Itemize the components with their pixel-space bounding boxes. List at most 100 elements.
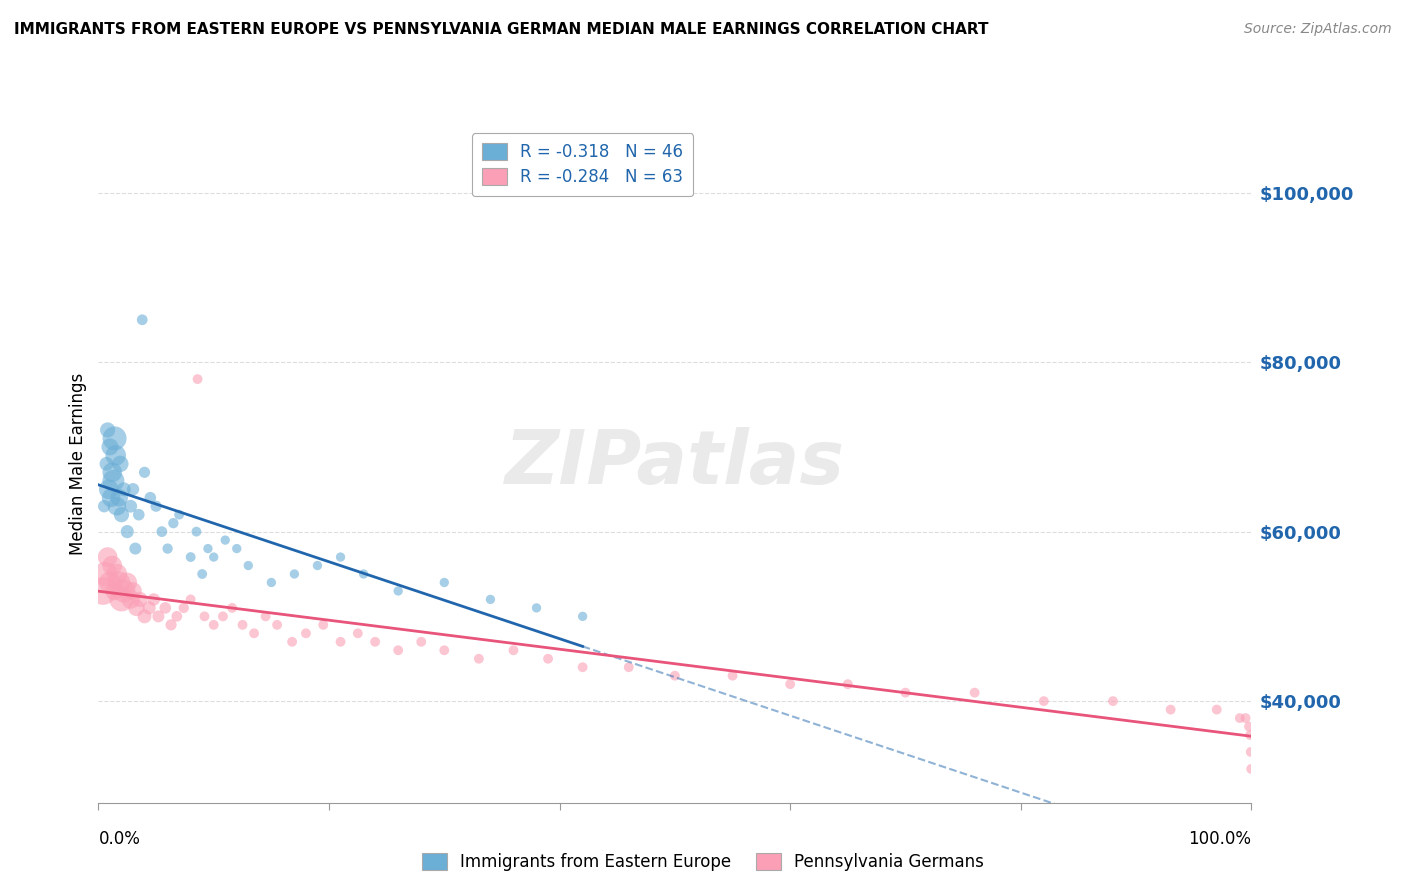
Point (128, 508, 150, 522)
Point (112, 583, 135, 598)
Point (283, 567, 305, 582)
Point (105, 500, 128, 514)
Point (138, 601, 160, 615)
Point (142, 592, 165, 607)
Point (93, 500, 115, 514)
Point (112, 482, 135, 496)
Point (295, 626, 318, 640)
Point (346, 626, 368, 640)
Point (101, 558, 124, 573)
Point (167, 508, 190, 522)
Point (110, 457, 132, 471)
Point (1032, 694, 1054, 708)
Point (721, 669, 744, 683)
Point (1102, 694, 1125, 708)
Point (202, 549, 225, 565)
Point (254, 609, 277, 624)
Point (155, 601, 177, 615)
Point (1237, 719, 1260, 733)
Text: Source: ZipAtlas.com: Source: ZipAtlas.com (1244, 22, 1392, 37)
Point (571, 660, 593, 674)
Legend: Immigrants from Eastern Europe, Pennsylvania Germans: Immigrants from Eastern Europe, Pennsylv… (413, 845, 993, 880)
Point (94, 567, 117, 582)
Point (139, 491, 162, 505)
Point (156, 541, 179, 556)
Text: ZIPatlas: ZIPatlas (505, 427, 845, 500)
Point (162, 516, 184, 530)
Legend: R = -0.318   N = 46, R = -0.284   N = 63: R = -0.318 N = 46, R = -0.284 N = 63 (472, 133, 693, 196)
Point (364, 635, 387, 649)
Point (260, 575, 283, 590)
Point (180, 549, 202, 565)
Point (526, 601, 548, 615)
Point (779, 677, 801, 691)
Point (1234, 711, 1257, 725)
Point (329, 635, 352, 649)
Point (104, 449, 127, 463)
Point (197, 541, 219, 556)
Point (129, 592, 152, 607)
Point (225, 541, 247, 556)
Point (103, 474, 125, 488)
Text: 0.0%: 0.0% (98, 830, 141, 848)
Point (1240, 745, 1263, 759)
Y-axis label: Median Male Earnings: Median Male Earnings (69, 373, 87, 555)
Point (117, 575, 139, 590)
Point (537, 651, 560, 665)
Point (125, 601, 148, 615)
Point (98, 575, 121, 590)
Point (502, 643, 524, 657)
Point (231, 617, 254, 632)
Point (281, 635, 304, 649)
Point (617, 660, 640, 674)
Point (145, 500, 167, 514)
Point (202, 617, 225, 632)
Point (98, 440, 121, 454)
Point (97, 482, 120, 496)
Point (91, 583, 114, 598)
Point (122, 583, 145, 598)
Point (100, 491, 122, 505)
Point (963, 685, 986, 699)
Point (387, 643, 409, 657)
Point (571, 609, 593, 624)
Point (108, 491, 131, 505)
Point (894, 685, 917, 699)
Point (180, 592, 202, 607)
Point (312, 617, 335, 632)
Point (97, 423, 120, 437)
Point (103, 583, 125, 598)
Point (186, 524, 208, 539)
Point (1160, 703, 1182, 717)
Point (214, 533, 236, 547)
Point (124, 541, 146, 556)
Point (134, 466, 156, 480)
Point (108, 575, 131, 590)
Point (97, 549, 120, 565)
Point (329, 549, 352, 565)
Point (238, 558, 260, 573)
Point (433, 643, 456, 657)
Point (101, 466, 124, 480)
Point (120, 592, 142, 607)
Point (664, 669, 686, 683)
Point (1240, 762, 1263, 776)
Point (433, 575, 456, 590)
Point (266, 617, 288, 632)
Point (110, 592, 132, 607)
Point (387, 583, 409, 598)
Point (117, 524, 139, 539)
Point (96, 457, 118, 471)
Point (160, 617, 183, 632)
Point (837, 677, 859, 691)
Point (122, 482, 145, 496)
Text: IMMIGRANTS FROM EASTERN EUROPE VS PENNSYLVANIA GERMAN MEDIAN MALE EARNINGS CORRE: IMMIGRANTS FROM EASTERN EUROPE VS PENNSY… (14, 22, 988, 37)
Point (131, 313, 153, 327)
Point (1205, 703, 1227, 717)
Point (1229, 711, 1251, 725)
Point (221, 601, 243, 615)
Point (307, 558, 329, 573)
Point (212, 609, 235, 624)
Point (411, 635, 433, 649)
Text: 100.0%: 100.0% (1188, 830, 1251, 848)
